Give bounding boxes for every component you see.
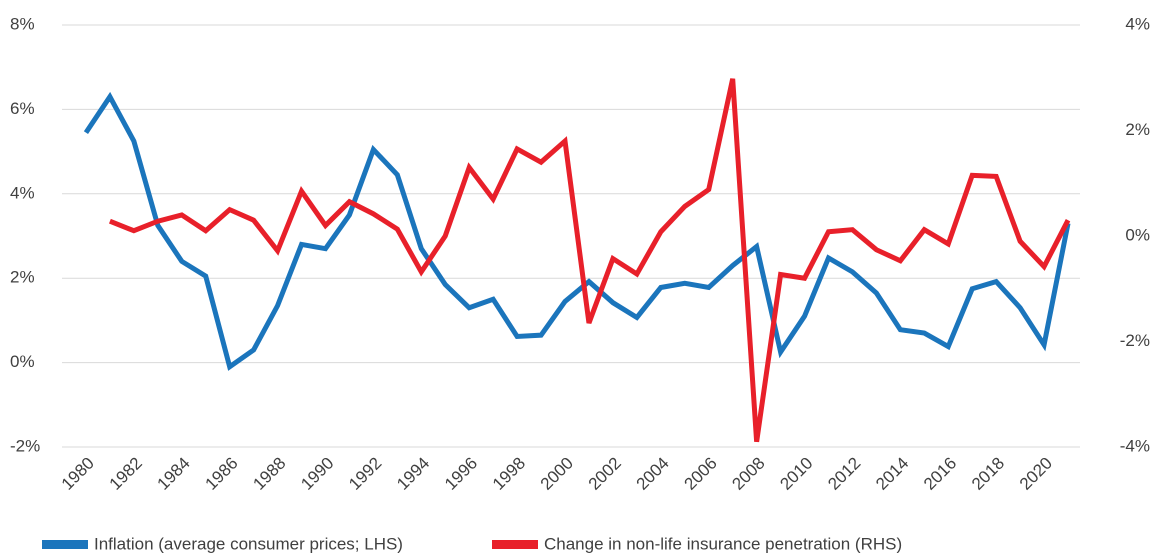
x-tick-label: 1986 (201, 454, 241, 494)
x-tick-label: 1980 (58, 454, 98, 494)
y2-tick-label: 2% (1125, 120, 1150, 139)
legend-label: Change in non-life insurance penetration… (544, 534, 902, 553)
x-tick-label: 2012 (824, 454, 864, 494)
x-tick-label: 2006 (681, 454, 721, 494)
y-tick-label: 0% (10, 352, 35, 371)
y2-tick-label: -4% (1120, 436, 1150, 455)
x-tick-label: 2020 (1016, 454, 1056, 494)
x-tick-label: 1990 (297, 454, 337, 494)
legend-label: Inflation (average consumer prices; LHS) (94, 534, 403, 553)
x-tick-label: 1998 (489, 454, 529, 494)
x-tick-label: 1992 (345, 454, 385, 494)
y-tick-label: 2% (10, 268, 35, 287)
x-tick-label: 1994 (393, 454, 433, 494)
y-tick-label: 4% (10, 183, 35, 202)
legend-swatch (492, 540, 538, 549)
legend-swatch (42, 540, 88, 549)
x-tick-label: 2016 (920, 454, 960, 494)
y-tick-label: 6% (10, 99, 35, 118)
x-tick-label: 2002 (585, 454, 625, 494)
x-tick-label: 1984 (154, 454, 194, 494)
series-line (108, 78, 1071, 443)
series-line (83, 91, 1071, 371)
y2-tick-label: -2% (1120, 331, 1150, 350)
x-tick-label: 2008 (728, 454, 768, 494)
y2-tick-label: 4% (1125, 14, 1150, 33)
x-tick-label: 2018 (968, 454, 1008, 494)
x-tick-label: 1982 (106, 454, 146, 494)
y-tick-label: 8% (10, 14, 35, 33)
y-tick-label: -2% (10, 436, 40, 455)
x-tick-label: 2004 (633, 454, 673, 494)
x-tick-label: 2000 (537, 454, 577, 494)
y2-tick-label: 0% (1125, 225, 1150, 244)
x-tick-label: 2010 (776, 454, 816, 494)
x-tick-label: 2014 (872, 454, 912, 494)
x-tick-label: 1996 (441, 454, 481, 494)
x-tick-label: 1988 (249, 454, 289, 494)
